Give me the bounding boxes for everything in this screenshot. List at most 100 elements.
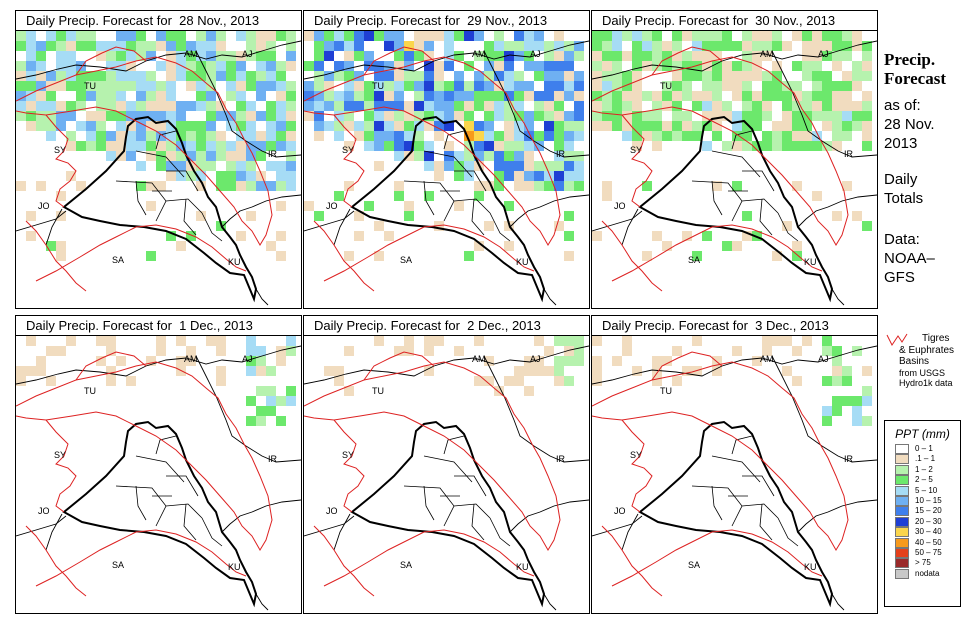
precip-cell xyxy=(534,161,544,171)
precip-cell xyxy=(474,181,484,191)
precip-cell xyxy=(802,131,812,141)
precip-cell xyxy=(166,141,176,151)
precip-cell xyxy=(116,101,126,111)
border-line xyxy=(592,40,877,80)
precip-cell xyxy=(286,386,296,396)
precip-cell xyxy=(246,416,256,426)
precip-cell xyxy=(26,231,36,241)
precip-cell xyxy=(612,51,622,61)
precip-cell xyxy=(822,121,832,131)
precip-cell xyxy=(374,221,384,231)
precip-cell xyxy=(166,131,176,141)
precip-cell xyxy=(602,91,612,101)
precip-cell xyxy=(742,91,752,101)
precip-cell xyxy=(384,111,394,121)
basin-line xyxy=(651,351,723,381)
precip-cell xyxy=(712,131,722,141)
precip-cell xyxy=(832,101,842,111)
country-label: JO xyxy=(614,506,626,516)
precip-cell xyxy=(554,141,564,151)
precip-cell xyxy=(186,51,196,61)
country-label: TU xyxy=(660,81,672,91)
precip-cell xyxy=(216,41,226,51)
legend-label: .1 – 1 xyxy=(915,454,936,464)
precip-cell xyxy=(822,336,832,346)
precip-cell xyxy=(652,111,662,121)
precip-cell xyxy=(246,31,256,41)
precip-cell xyxy=(812,81,822,91)
precip-cell xyxy=(762,41,772,51)
precip-cell xyxy=(434,81,444,91)
border-line xyxy=(16,345,301,385)
precip-cell xyxy=(186,346,196,356)
border-line xyxy=(771,50,877,158)
precip-cell xyxy=(464,141,474,151)
precip-cell xyxy=(56,31,66,41)
precip-cell xyxy=(564,141,574,151)
precip-cell xyxy=(464,131,474,141)
precip-cell xyxy=(782,221,792,231)
precip-cell xyxy=(404,101,414,111)
precip-cell xyxy=(494,71,504,81)
precip-cell xyxy=(434,31,444,41)
precip-cell xyxy=(494,161,504,171)
precip-cell xyxy=(324,81,334,91)
precip-cell xyxy=(156,111,166,121)
precip-cell xyxy=(146,51,156,61)
precip-cell xyxy=(146,101,156,111)
precip-cell xyxy=(514,171,524,181)
precip-cell xyxy=(564,161,574,171)
legend-label: 15 – 20 xyxy=(915,506,942,516)
precip-cell xyxy=(742,211,752,221)
precip-cell xyxy=(176,41,186,51)
precip-cell xyxy=(702,111,712,121)
precip-cell xyxy=(444,141,454,151)
precip-cell xyxy=(156,31,166,41)
precip-cell xyxy=(544,81,554,91)
precip-cell xyxy=(314,91,324,101)
precip-cell xyxy=(504,61,514,71)
precip-cell xyxy=(444,81,454,91)
precip-cell xyxy=(314,121,324,131)
precip-cell xyxy=(106,101,116,111)
legend-label: 10 – 15 xyxy=(915,495,942,505)
legend-label: 20 – 30 xyxy=(915,516,942,526)
province-line xyxy=(183,198,197,236)
legend-item: 30 – 40 xyxy=(885,527,960,538)
precip-cell xyxy=(364,121,374,131)
precip-cell xyxy=(364,101,374,111)
precip-cell xyxy=(564,211,574,221)
precip-cell xyxy=(682,366,692,376)
precip-cell xyxy=(602,191,612,201)
precip-cell xyxy=(484,71,494,81)
precip-cell xyxy=(216,141,226,151)
precip-cell xyxy=(324,71,334,81)
precip-cell xyxy=(404,41,414,51)
precip-cell xyxy=(484,101,494,111)
precip-cell xyxy=(692,91,702,101)
precip-cell xyxy=(424,346,434,356)
iraq-border xyxy=(638,420,834,608)
border-line xyxy=(221,194,301,228)
precip-cell xyxy=(256,406,266,416)
forecast-panel-6: Daily Precip. Forecast for 3 Dec., 2013 … xyxy=(591,315,878,614)
precip-cell xyxy=(742,51,752,61)
precip-cell xyxy=(374,141,384,151)
province-line xyxy=(742,475,775,497)
side-daily-line1: Daily xyxy=(884,171,918,188)
precip-cell xyxy=(276,101,286,111)
precip-cell xyxy=(652,141,662,151)
precip-cell xyxy=(434,91,444,101)
precip-cell xyxy=(862,416,872,426)
precip-cell xyxy=(66,111,76,121)
precip-cell xyxy=(544,181,554,191)
precip-cell xyxy=(354,71,364,81)
precip-cell xyxy=(56,251,66,261)
precip-cell xyxy=(216,376,226,386)
precip-cell xyxy=(256,416,266,426)
precip-cell xyxy=(592,61,602,71)
province-line xyxy=(166,170,199,192)
precip-cell xyxy=(742,71,752,81)
precip-cell xyxy=(564,181,574,191)
precip-cell xyxy=(762,336,772,346)
